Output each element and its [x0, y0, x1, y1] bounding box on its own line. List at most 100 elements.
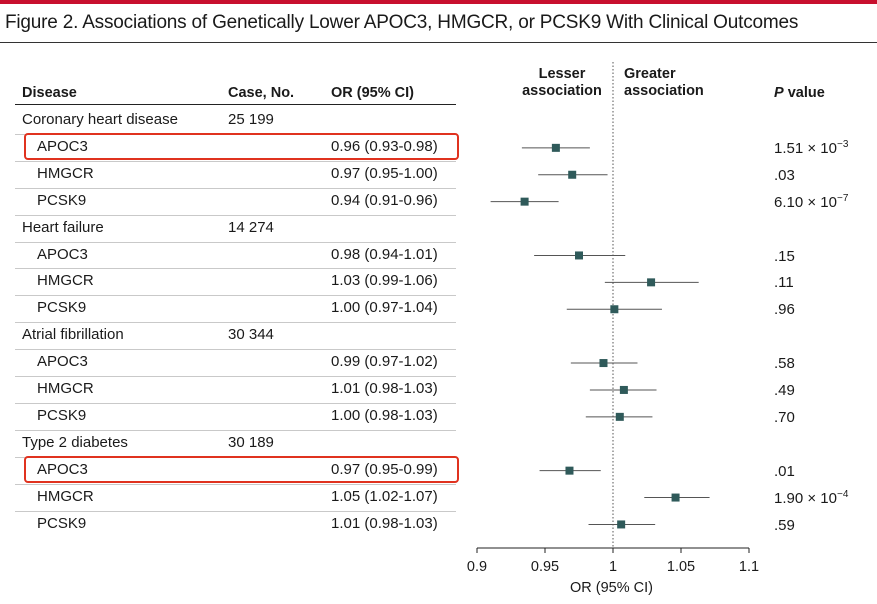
row-label: PCSK9	[37, 406, 87, 424]
p-value-base: .03	[774, 166, 795, 184]
row-label: APOC3	[37, 245, 88, 263]
or-marker	[671, 493, 680, 502]
table-row: APOC3 0.97 (0.95-0.99)	[15, 457, 456, 483]
p-value-exponent: −7	[836, 192, 849, 204]
group-row: Heart failure 14 274	[15, 215, 456, 241]
row-divider	[15, 214, 456, 216]
case-count: 25 199	[228, 111, 274, 128]
or-ci: 0.98 (0.94-1.01)	[331, 245, 438, 263]
lesser-line-2: association	[522, 83, 602, 99]
case-count: 30 189	[228, 433, 274, 451]
x-axis-label: OR (95% CI)	[570, 580, 653, 596]
table-row: HMGCR 1.03 (0.99-1.06)	[15, 268, 456, 294]
p-value: .49	[774, 381, 795, 399]
row-label: Coronary heart disease	[22, 111, 178, 128]
or-marker	[619, 385, 628, 394]
row-divider	[15, 160, 456, 162]
p-value: .96	[774, 300, 795, 318]
x-tick-label: 0.95	[531, 559, 559, 575]
p-value-base: .58	[774, 355, 795, 373]
p-value-exponent: −4	[836, 488, 849, 500]
row-label: APOC3	[37, 460, 88, 478]
row-label: HMGCR	[37, 164, 94, 182]
row-label: Heart failure	[22, 218, 104, 236]
group-row: Type 2 diabetes 30 189	[15, 430, 456, 456]
p-value: 6.10 × 10−7	[774, 193, 848, 211]
or-marker	[520, 197, 529, 206]
p-value-base: 1.51 × 10	[774, 139, 837, 157]
table-row: PCSK9 0.94 (0.91-0.96)	[15, 188, 456, 214]
row-label: Type 2 diabetes	[22, 433, 128, 451]
p-value-base: 6.10 × 10	[774, 193, 837, 211]
lesser-line-1: Lesser	[538, 66, 586, 82]
row-label: APOC3	[37, 137, 88, 155]
row-divider	[15, 268, 456, 270]
or-marker	[551, 143, 560, 152]
p-value: .01	[774, 462, 795, 480]
figure-title: Figure 2. Associations of Genetically Lo…	[5, 12, 799, 33]
col-header-cases: Case, No.	[228, 85, 295, 101]
or-ci: 0.94 (0.91-0.96)	[331, 191, 438, 209]
row-label: HMGCR	[37, 272, 94, 290]
col-header-p-value: P value	[774, 85, 825, 102]
p-value: 1.90 × 10−4	[774, 489, 848, 507]
row-divider	[15, 510, 456, 512]
p-value-exponent: −3	[836, 138, 849, 150]
row-divider	[15, 295, 456, 297]
col-header-lesser: Lesser association	[512, 66, 612, 100]
table-row: HMGCR 1.05 (1.02-1.07)	[15, 484, 456, 510]
row-label: PCSK9	[37, 514, 87, 532]
row-divider	[15, 241, 456, 243]
or-ci: 1.05 (1.02-1.07)	[331, 487, 438, 505]
row-divider	[15, 349, 456, 351]
p-value: .11	[774, 273, 794, 291]
or-marker	[568, 170, 577, 179]
or-marker	[615, 412, 624, 421]
title-accent-bar	[0, 0, 877, 4]
or-ci: 0.99 (0.97-1.02)	[331, 353, 438, 371]
or-ci: 1.01 (0.98-1.03)	[331, 514, 438, 532]
or-ci: 0.97 (0.95-0.99)	[331, 460, 438, 478]
p-value: .58	[774, 354, 795, 372]
x-tick-label: 1	[609, 559, 617, 575]
table-row: APOC3 0.99 (0.97-1.02)	[15, 349, 456, 375]
p-value: .59	[774, 516, 795, 534]
or-marker	[599, 359, 608, 368]
row-label: PCSK9	[37, 191, 87, 209]
row-divider	[15, 322, 456, 324]
table-row: APOC3 0.98 (0.94-1.01)	[15, 242, 456, 268]
or-ci: 0.97 (0.95-1.00)	[331, 164, 438, 182]
case-count: 14 274	[228, 218, 274, 236]
or-ci: 1.01 (0.98-1.03)	[331, 380, 438, 397]
p-value-base: .49	[774, 382, 795, 399]
row-label: PCSK9	[37, 299, 87, 317]
p-rest: value	[783, 85, 825, 101]
or-marker	[565, 466, 574, 475]
x-tick-label: 0.9	[467, 559, 487, 575]
table-row: HMGCR 1.01 (0.98-1.03)	[15, 376, 456, 402]
p-value-base: 1.90 × 10	[774, 489, 837, 507]
row-label: HMGCR	[37, 380, 94, 397]
p-value: 1.51 × 10−3	[774, 139, 848, 157]
title-divider	[0, 42, 877, 43]
or-ci: 0.96 (0.93-0.98)	[331, 137, 438, 155]
p-value: .70	[774, 408, 795, 426]
highlight-box	[24, 132, 459, 160]
row-divider	[15, 376, 456, 377]
row-label: APOC3	[37, 353, 88, 371]
table-row: HMGCR 0.97 (0.95-1.00)	[15, 161, 456, 187]
p-value-base: .15	[774, 247, 795, 265]
greater-line-1: Greater	[624, 66, 676, 82]
col-header-disease: Disease	[22, 85, 77, 101]
highlight-box	[24, 455, 459, 483]
header-divider	[15, 104, 456, 105]
row-divider	[15, 483, 456, 485]
col-header-or: OR (95% CI)	[331, 85, 414, 101]
or-ci: 1.00 (0.97-1.04)	[331, 299, 438, 317]
or-ci: 1.00 (0.98-1.03)	[331, 406, 438, 424]
row-divider	[15, 402, 456, 404]
or-marker	[617, 520, 626, 529]
table-row: PCSK9 1.00 (0.98-1.03)	[15, 403, 456, 429]
greater-line-2: association	[624, 83, 704, 99]
